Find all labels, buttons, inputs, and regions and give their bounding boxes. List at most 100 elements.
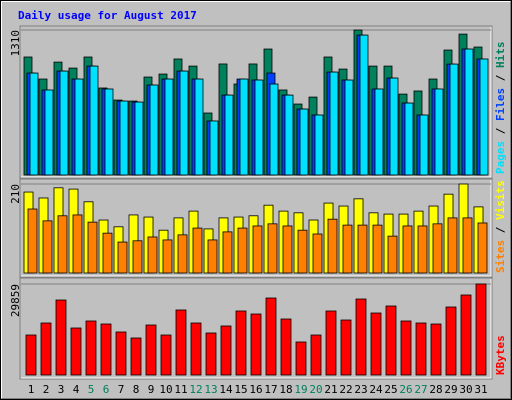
bar — [25, 334, 37, 376]
x-tick-label: 18 — [279, 383, 292, 396]
legend-entry: KBytes — [494, 335, 507, 375]
bar — [417, 225, 428, 274]
bar — [342, 224, 353, 274]
y-tick-label: 1310 — [9, 30, 22, 57]
x-tick-label: 9 — [148, 383, 155, 396]
x-tick-label: 8 — [133, 383, 140, 396]
bar — [149, 84, 159, 176]
x-tick-label: 12 — [189, 383, 202, 396]
bar — [220, 325, 232, 376]
bar — [265, 297, 277, 376]
bar — [145, 324, 157, 376]
x-tick-label: 7 — [118, 383, 125, 396]
legend: Pages / Files / Hits — [494, 42, 507, 175]
bar — [449, 63, 459, 176]
bar — [400, 320, 412, 376]
bar — [254, 79, 264, 176]
bar — [100, 323, 112, 376]
bar — [372, 224, 383, 274]
bar — [177, 234, 188, 274]
bar — [462, 217, 473, 274]
x-tick-label: 25 — [384, 383, 397, 396]
bar — [55, 299, 67, 376]
bar — [475, 283, 487, 376]
x-tick-label: 17 — [264, 383, 277, 396]
panel-bevel — [21, 27, 492, 178]
bar — [415, 322, 427, 376]
x-tick-label: 19 — [294, 383, 307, 396]
chart-title: Daily usage for August 2017 — [18, 9, 197, 22]
bar — [102, 232, 113, 274]
panel-bevel — [21, 279, 492, 379]
legend-separator: / — [494, 220, 507, 240]
bar — [269, 83, 279, 176]
bar — [42, 220, 53, 274]
bar — [205, 332, 217, 376]
bar — [329, 71, 339, 176]
bar — [404, 102, 414, 176]
bar — [192, 227, 203, 274]
bar — [327, 218, 338, 274]
bar — [447, 217, 458, 274]
bar — [387, 235, 398, 274]
bar — [104, 88, 114, 176]
x-tick-label: 2 — [43, 383, 50, 396]
bar — [477, 222, 488, 274]
bar — [59, 70, 69, 176]
bar — [310, 334, 322, 376]
bar — [85, 320, 97, 376]
bar — [160, 334, 172, 376]
x-tick-label: 6 — [103, 383, 110, 396]
legend-entry: Sites — [494, 240, 507, 273]
y-tick-label: 29859 — [9, 284, 22, 317]
bar — [312, 233, 323, 274]
x-tick-label: 28 — [429, 383, 442, 396]
x-tick-label: 4 — [73, 383, 80, 396]
bar — [134, 101, 144, 176]
legend-entry: Visits — [494, 180, 507, 220]
bar — [130, 337, 142, 376]
bar — [235, 310, 247, 376]
bar — [237, 227, 248, 274]
bar — [359, 34, 369, 176]
bar — [224, 94, 234, 176]
x-tick-label: 22 — [339, 383, 352, 396]
x-tick-label: 10 — [159, 383, 172, 396]
bar — [430, 323, 442, 376]
x-tick-label: 21 — [324, 383, 337, 396]
legend: Sites / Visits — [494, 180, 507, 273]
bar — [295, 341, 307, 376]
x-tick-label: 29 — [444, 383, 457, 396]
bar — [314, 114, 324, 176]
bar — [70, 327, 82, 376]
bar — [460, 294, 472, 376]
x-tick-label: 20 — [309, 383, 322, 396]
x-tick-label: 16 — [249, 383, 262, 396]
bar — [74, 78, 84, 176]
bar — [164, 78, 174, 176]
bar — [374, 88, 384, 176]
bar — [340, 319, 352, 376]
bar — [194, 78, 204, 176]
bar — [389, 77, 399, 176]
bar — [115, 331, 127, 376]
bar — [299, 108, 309, 176]
bar — [419, 114, 429, 176]
bar — [87, 221, 98, 274]
bar — [344, 79, 354, 176]
bar — [267, 223, 278, 274]
bar — [297, 229, 308, 274]
x-tick-label: 1 — [28, 383, 35, 396]
bar — [147, 236, 158, 274]
bar — [252, 225, 263, 274]
bar — [445, 306, 457, 376]
bar — [207, 239, 218, 274]
bar — [434, 88, 444, 176]
x-tick-label: 14 — [219, 383, 233, 396]
legend-entry: Pages — [494, 141, 507, 174]
bar — [89, 65, 99, 176]
bar — [370, 312, 382, 376]
